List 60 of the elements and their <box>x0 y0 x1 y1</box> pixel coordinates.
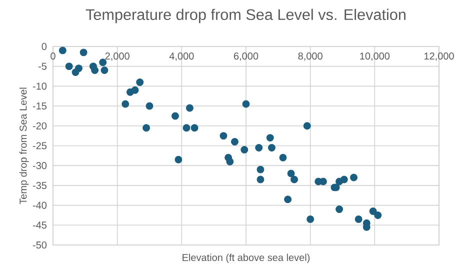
point <box>284 196 292 204</box>
point <box>336 206 344 213</box>
point <box>256 166 264 174</box>
point <box>122 100 130 108</box>
y-tick-label: -10 <box>32 82 47 90</box>
point <box>99 58 107 66</box>
x-tick-label: 8,000 <box>298 52 322 61</box>
y-tick-label: -25 <box>32 142 47 150</box>
point <box>80 48 88 56</box>
x-tick-label: 4,000 <box>169 52 194 61</box>
point <box>303 122 311 130</box>
point <box>182 124 190 132</box>
x-tick-label: 0 <box>50 52 56 60</box>
x-tick-label: 10,000 <box>360 52 390 61</box>
point <box>287 170 295 178</box>
point <box>100 66 108 74</box>
point <box>374 211 382 219</box>
point <box>58 46 66 54</box>
point <box>136 78 144 86</box>
point <box>242 100 250 108</box>
point <box>91 66 99 74</box>
y-tick-label: -50 <box>32 241 47 249</box>
point <box>255 144 263 152</box>
point <box>220 132 228 140</box>
point <box>186 104 194 112</box>
point <box>256 176 264 184</box>
point <box>146 102 154 110</box>
point <box>266 134 274 142</box>
point <box>142 124 150 132</box>
x-axis-title: Elevation (ft above sea level) <box>182 254 310 264</box>
x-tick-label: 12,000 <box>424 52 454 61</box>
point <box>172 112 179 120</box>
y-tick-label: -15 <box>32 102 47 110</box>
x-tick-label: 2,000 <box>105 52 130 61</box>
point <box>131 86 139 94</box>
point <box>306 215 314 223</box>
point <box>350 174 358 182</box>
point <box>268 144 276 152</box>
point <box>240 146 248 154</box>
point <box>369 208 377 215</box>
y-tick-label: -45 <box>32 222 47 229</box>
y-axis-title: Temp drop from Sea Level <box>19 88 29 204</box>
y-tick-label: 0 <box>42 42 47 50</box>
y-tick-label: -5 <box>38 62 47 70</box>
y-tick-label: -35 <box>32 182 47 189</box>
chart-title: Temperature drop from Sea Level vs. Elevation <box>86 8 406 24</box>
y-tick-label: -20 <box>32 122 47 130</box>
point <box>340 176 348 184</box>
y-tick-label: -30 <box>32 162 47 170</box>
point <box>231 138 238 146</box>
x-tick-label: 6,000 <box>234 52 258 61</box>
point <box>174 156 182 164</box>
point <box>279 154 287 162</box>
point <box>354 215 362 223</box>
point <box>65 62 73 70</box>
point <box>226 158 234 166</box>
y-tick-label: -40 <box>32 202 47 209</box>
point <box>190 124 198 132</box>
point <box>72 68 80 76</box>
point <box>290 176 298 184</box>
